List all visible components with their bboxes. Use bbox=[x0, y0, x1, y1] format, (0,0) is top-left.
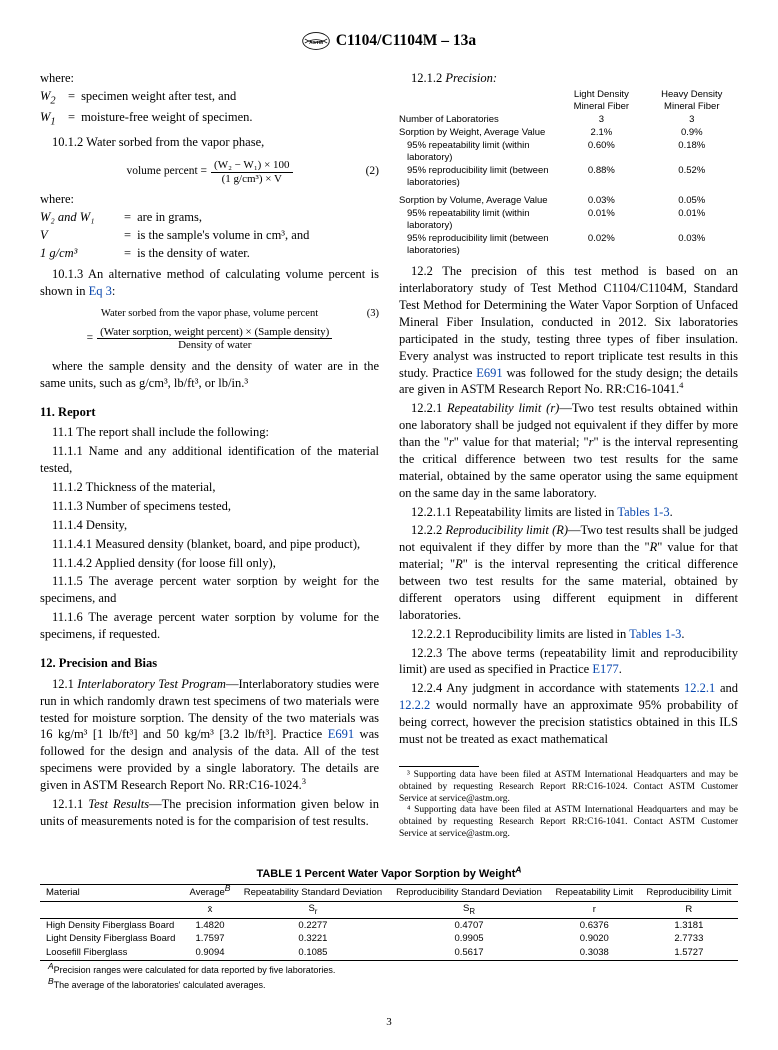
p-122: 12.2 The precision of this test method i… bbox=[399, 263, 738, 398]
equation-3-body: = (Water sorption, weight percent) × (Sa… bbox=[40, 326, 379, 352]
two-column-layout: where: W2 = specimen weight after test, … bbox=[40, 70, 738, 841]
p-1212: 12.1.2 Precision: bbox=[399, 70, 738, 87]
section-12: 12. Precision and Bias bbox=[40, 655, 379, 672]
p-eq3-after: where the sample density and the density… bbox=[40, 358, 379, 392]
p-12221: 12.2.2.1 Reproducibility limits are list… bbox=[399, 626, 738, 643]
left-column: where: W2 = specimen weight after test, … bbox=[40, 70, 379, 841]
p-1115: 11.1.5 The average percent water sorptio… bbox=[40, 573, 379, 607]
1222-ref[interactable]: 12.2.2 bbox=[399, 698, 430, 712]
footnote-4: ⁴ Supporting data have been filed at AST… bbox=[399, 805, 738, 841]
table-row: Sorption by Volume, Average Value0.03%0.… bbox=[399, 195, 738, 208]
eq3-ref[interactable]: Eq 3 bbox=[89, 284, 112, 298]
table-row: x̄ Sr SR r R bbox=[40, 901, 738, 918]
1221-ref[interactable]: 12.2.1 bbox=[684, 681, 715, 695]
tables-ref-1[interactable]: Tables 1-3 bbox=[617, 505, 669, 519]
page-number: 3 bbox=[40, 1015, 738, 1030]
precision-table: Light Density Mineral Fiber Heavy Densit… bbox=[399, 89, 738, 257]
table-row: 95% reproducibility limit (between labor… bbox=[399, 164, 738, 189]
table-row: Number of Laboratories33 bbox=[399, 114, 738, 127]
p-1112: 11.1.2 Thickness of the material, bbox=[40, 479, 379, 496]
p-1116: 11.1.6 The average percent water sorptio… bbox=[40, 609, 379, 643]
where-w1: W1 = moisture-free weight of specimen. bbox=[40, 109, 379, 130]
where-density: 1 g/cm³ = is the density of water. bbox=[40, 245, 379, 262]
p-1114: 11.1.4 Density, bbox=[40, 517, 379, 534]
where-w2: W2 = specimen weight after test, and bbox=[40, 88, 379, 109]
where-label: where: bbox=[40, 70, 379, 87]
p-1224: 12.2.4 Any judgment in accordance with s… bbox=[399, 680, 738, 748]
table-row: 95% repeatability limit (within laborato… bbox=[399, 139, 738, 164]
equation-2: volume percent = (W₂ − W₁) × 100 (1 g/cm… bbox=[40, 159, 379, 185]
table-row: High Density Fiberglass Board1.48200.227… bbox=[40, 918, 738, 932]
p-1221: 12.2.1 Repeatability limit (r)—Two test … bbox=[399, 400, 738, 501]
table-1-caption: TABLE 1 Percent Water Vapor Sorption by … bbox=[40, 867, 738, 882]
where-w2w1: W₂ and W₁ = are in grams, bbox=[40, 209, 379, 226]
table-row: Light Density Fiberglass Board1.75970.32… bbox=[40, 932, 738, 946]
table-row: Loosefill Fiberglass0.90940.10850.56170.… bbox=[40, 946, 738, 960]
table-row: Sorption by Weight, Average Value2.1%0.9… bbox=[399, 127, 738, 140]
table-1: Material AverageB Repeatability Standard… bbox=[40, 884, 738, 961]
footnote-3: ³ Supporting data have been filed at AST… bbox=[399, 770, 738, 806]
p-1211: 12.1.1 Test Results—The precision inform… bbox=[40, 796, 379, 830]
table-footnote-a: APrecision ranges were calculated for da… bbox=[40, 964, 738, 976]
section-11: 11. Report bbox=[40, 404, 379, 421]
tables-ref-2[interactable]: Tables 1-3 bbox=[629, 627, 681, 641]
table-1-section: TABLE 1 Percent Water Vapor Sorption by … bbox=[40, 861, 738, 991]
e691-ref-2[interactable]: E691 bbox=[476, 366, 502, 380]
where-label-2: where: bbox=[40, 191, 379, 208]
table-row: 95% reproducibility limit (between labor… bbox=[399, 233, 738, 258]
p-1111: 11.1.1 Name and any additional identific… bbox=[40, 443, 379, 477]
footnote-rule bbox=[399, 766, 479, 767]
p-11141: 11.1.4.1 Measured density (blanket, boar… bbox=[40, 536, 379, 553]
table-row: Light Density Mineral Fiber Heavy Densit… bbox=[399, 89, 738, 114]
table-row: Material AverageB Repeatability Standard… bbox=[40, 884, 738, 901]
e177-ref[interactable]: E177 bbox=[592, 662, 618, 676]
p-11142: 11.1.4.2 Applied density (for loose fill… bbox=[40, 555, 379, 572]
standard-title: C1104/C1104M – 13a bbox=[336, 31, 476, 52]
page-header: ASTM C1104/C1104M – 13a bbox=[40, 30, 738, 52]
right-column: 12.1.2 Precision: Light Density Mineral … bbox=[399, 70, 738, 841]
svg-text:ASTM: ASTM bbox=[309, 40, 323, 46]
astm-logo: ASTM bbox=[302, 30, 330, 52]
table-row: 95% repeatability limit (within laborato… bbox=[399, 208, 738, 233]
p-12211: 12.2.1.1 Repeatability limits are listed… bbox=[399, 504, 738, 521]
p-1223: 12.2.3 The above terms (repeatability li… bbox=[399, 645, 738, 679]
p-1113: 11.1.3 Number of specimens tested, bbox=[40, 498, 379, 515]
p-1222: 12.2.2 Reproducibility limit (R)—Two tes… bbox=[399, 522, 738, 623]
e691-ref[interactable]: E691 bbox=[328, 727, 354, 741]
equation-3-header: Water sorbed from the vapor phase, volum… bbox=[40, 307, 379, 321]
p-1013: 10.1.3 An alternative method of calculat… bbox=[40, 266, 379, 300]
table-footnote-b: BThe average of the laboratories' calcul… bbox=[40, 979, 738, 991]
p-111: 11.1 The report shall include the follow… bbox=[40, 424, 379, 441]
p-121: 12.1 Interlaboratory Test Program—Interl… bbox=[40, 676, 379, 794]
where-v: V = is the sample's volume in cm³, and bbox=[40, 227, 379, 244]
p-1012: 10.1.2 Water sorbed from the vapor phase… bbox=[40, 134, 379, 151]
